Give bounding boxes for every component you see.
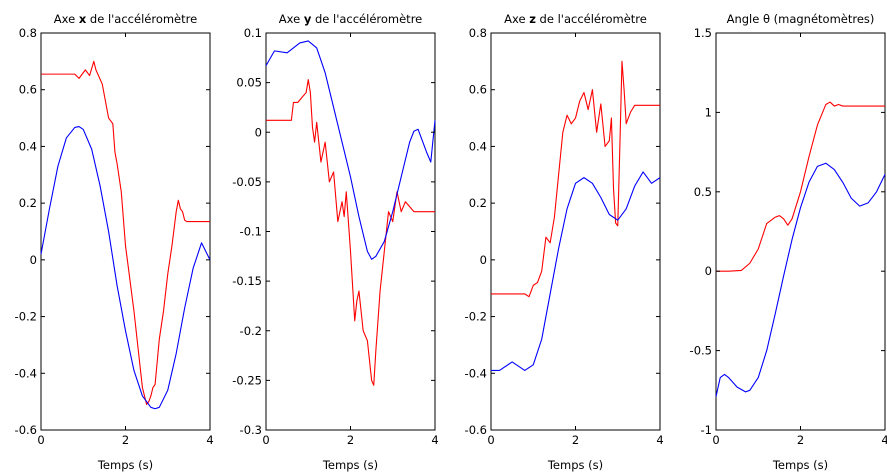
chart-title: Axe x de l'accéléromètre: [54, 12, 197, 26]
x-tick-label: 0: [262, 433, 269, 447]
y-tick-label: -0.6: [465, 423, 487, 437]
chart-panel-1: -0.6 -0.4 -0.2 0 0.2 0.4 0.6 0.8 0 2 4 Temps (s) Axe…: [15, 12, 214, 472]
x-axis-label: Temps (s): [97, 458, 153, 472]
chart-panel-4: -1 -0.5 0 0.5 1 1.5 0 2 4 Temps (s) Angle θ (magné…: [690, 12, 887, 472]
y-tick-label: -0.05: [232, 175, 262, 189]
y-tick-label: -0.25: [232, 373, 262, 387]
x-tick-label: 2: [797, 433, 804, 447]
x-axis-label: Temps (s): [547, 458, 603, 472]
y-tick-label: 0.8: [19, 26, 37, 40]
title-axis-letter: z: [529, 12, 536, 26]
y-tick-label: -1: [701, 423, 712, 437]
y-tick-label: 0.2: [469, 196, 487, 210]
x-tick-label: 2: [122, 433, 129, 447]
title-part: Axe: [279, 12, 304, 26]
series-line-1: [491, 60, 660, 298]
y-tick-label: 0: [705, 264, 712, 278]
y-tick-label: 0.4: [19, 139, 37, 153]
y-tick-label: 0.6: [19, 83, 37, 97]
x-tick-label: 0: [487, 433, 494, 447]
y-tick-label: 1.5: [694, 26, 712, 40]
plot-area-box: [265, 32, 436, 431]
x-tick-label: 2: [572, 433, 579, 447]
chart-panel-3: -0.6 -0.4 -0.2 0 0.2 0.4 0.6 0.8 0 2 4 Temps (s) Axe…: [465, 12, 664, 472]
x-tick-label: 0: [37, 433, 44, 447]
title-axis-letter: x: [79, 12, 87, 26]
y-tick-label: -0.3: [240, 423, 262, 437]
y-tick-label: 0.5: [694, 185, 712, 199]
x-tick-label: 4: [656, 433, 663, 447]
plot-area-box: [490, 32, 661, 431]
x-tick-label: 4: [881, 433, 887, 447]
y-tick-label: -0.15: [232, 274, 262, 288]
title-part: Axe: [54, 12, 79, 26]
y-tick-label: 0.2: [19, 196, 37, 210]
y-tick-label: 1: [705, 105, 712, 119]
y-tick-label: 0.1: [244, 26, 262, 40]
series-line-2: [265, 40, 436, 260]
title-axis-letter: y: [304, 12, 312, 26]
title-part: Angle θ (magnétomètres): [727, 12, 875, 26]
y-tick-label: 0.8: [469, 26, 487, 40]
title-part: de l'accéléromètre: [86, 12, 197, 26]
series-line-1: [716, 101, 885, 272]
x-axis-label: Temps (s): [772, 458, 828, 472]
title-part: de l'accéléromètre: [536, 12, 647, 26]
y-tick-label: -0.4: [15, 366, 37, 380]
series-line-1: [266, 79, 435, 386]
y-tick-label: -0.4: [465, 366, 487, 380]
series-line-2: [40, 126, 211, 410]
chart-title: Axe y de l'accéléromètre: [279, 12, 423, 26]
y-tick-label: -0.2: [15, 310, 37, 324]
y-tick-label: -0.2: [465, 310, 487, 324]
y-tick-label: 0: [30, 253, 37, 267]
y-tick-label: -0.5: [690, 344, 712, 358]
title-part: de l'accéléromètre: [311, 12, 422, 26]
y-tick-label: 0: [255, 125, 262, 139]
plot-area-box: [715, 32, 886, 431]
y-tick-label: 0.4: [469, 139, 487, 153]
title-part: Axe: [504, 12, 529, 26]
x-tick-label: 4: [206, 433, 213, 447]
chart-panel-2: -0.3 -0.25 -0.2 -0.15 -0.1 -0.05 0 0.05 0.1 0 2 4 Te…: [232, 12, 438, 472]
series-line-2: [491, 171, 661, 371]
y-tick-label: -0.1: [240, 225, 262, 239]
y-tick-label: -0.2: [240, 324, 262, 338]
x-tick-label: 0: [712, 433, 719, 447]
series-line-1: [41, 60, 210, 406]
x-tick-label: 2: [347, 433, 354, 447]
y-tick-label: 0.05: [236, 76, 262, 90]
x-tick-label: 4: [431, 433, 438, 447]
y-tick-label: -0.6: [15, 423, 37, 437]
y-tick-label: 0.6: [469, 83, 487, 97]
x-axis-label: Temps (s): [322, 458, 378, 472]
series-line-2: [715, 162, 886, 397]
chart-title: Axe z de l'accéléromètre: [504, 12, 647, 26]
plot-area-box: [40, 32, 211, 431]
chart-title: Angle θ (magnétomètres): [727, 12, 875, 26]
y-tick-label: 0: [480, 253, 487, 267]
